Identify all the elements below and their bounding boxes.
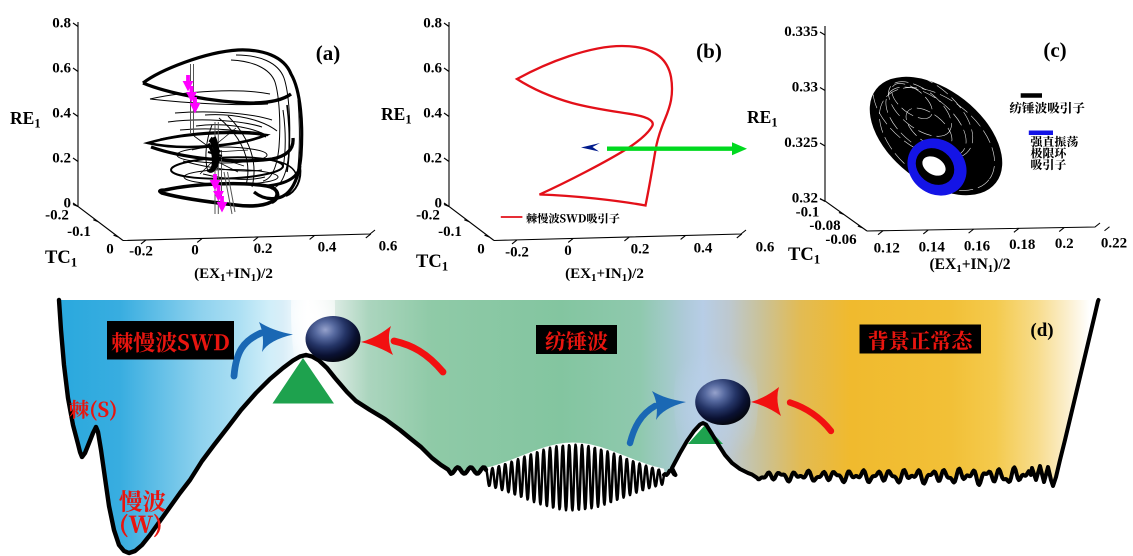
svg-text:-0.2: -0.2: [416, 208, 440, 224]
svg-text:TC1: TC1: [416, 252, 448, 274]
svg-text:0.4: 0.4: [52, 106, 71, 122]
svg-text:0.14: 0.14: [919, 239, 946, 255]
svg-text:(b): (b): [696, 39, 722, 63]
svg-text:0.4: 0.4: [694, 240, 713, 256]
svg-text:0.6: 0.6: [423, 61, 442, 77]
svg-text:0.8: 0.8: [52, 16, 71, 32]
svg-text:-0.1: -0.1: [67, 224, 91, 240]
svg-text:-0.2: -0.2: [505, 244, 529, 260]
svg-text:0.2: 0.2: [631, 242, 650, 258]
svg-text:(c): (c): [1043, 38, 1066, 62]
svg-text:0.18: 0.18: [1009, 237, 1035, 253]
svg-text:0.33: 0.33: [792, 80, 818, 96]
svg-text:0.2: 0.2: [52, 151, 71, 167]
svg-text:0.8: 0.8: [423, 16, 442, 32]
svg-text:0.6: 0.6: [379, 239, 398, 255]
svg-text:TC1: TC1: [788, 245, 820, 267]
svg-text:0.32: 0.32: [792, 191, 818, 207]
svg-text:(a): (a): [316, 41, 341, 65]
svg-text:-0.2: -0.2: [45, 208, 69, 224]
svg-text:0.16: 0.16: [964, 239, 991, 255]
svg-text:(EX1+IN1)/2: (EX1+IN1)/2: [194, 266, 273, 284]
svg-text:RE1: RE1: [747, 107, 778, 130]
svg-text:0.12: 0.12: [874, 241, 900, 257]
svg-text:0.2: 0.2: [254, 241, 273, 257]
svg-text:0.4: 0.4: [318, 240, 337, 256]
svg-text:0.22: 0.22: [1101, 235, 1127, 251]
svg-text:RE1: RE1: [381, 104, 412, 127]
svg-text:-0.1: -0.1: [796, 205, 820, 221]
svg-text:0.2: 0.2: [1055, 236, 1074, 252]
svg-text:(d): (d): [1030, 320, 1053, 341]
svg-text:0: 0: [191, 242, 199, 258]
svg-text:0: 0: [435, 196, 443, 212]
svg-text:(EX1+IN1)/2: (EX1+IN1)/2: [930, 256, 1011, 275]
svg-text:0.325: 0.325: [784, 135, 818, 151]
svg-text:0.4: 0.4: [423, 106, 442, 122]
svg-text:-0.1: -0.1: [438, 224, 462, 240]
svg-text:0.6: 0.6: [756, 239, 775, 255]
svg-text:-0.06: -0.06: [825, 232, 857, 248]
svg-text:RE1: RE1: [10, 108, 41, 131]
svg-text:0.6: 0.6: [52, 61, 71, 77]
svg-text:0.2: 0.2: [423, 151, 442, 167]
svg-text:0.335: 0.335: [784, 24, 818, 40]
svg-text:0: 0: [477, 242, 485, 258]
svg-text:TC1: TC1: [45, 248, 77, 270]
svg-text:0: 0: [564, 243, 572, 259]
svg-text:0: 0: [106, 242, 114, 258]
svg-text:(EX1+IN1)/2: (EX1+IN1)/2: [565, 266, 644, 284]
svg-text:-0.2: -0.2: [129, 244, 153, 260]
svg-text:-0.08: -0.08: [809, 218, 840, 234]
svg-text:0: 0: [64, 196, 72, 212]
